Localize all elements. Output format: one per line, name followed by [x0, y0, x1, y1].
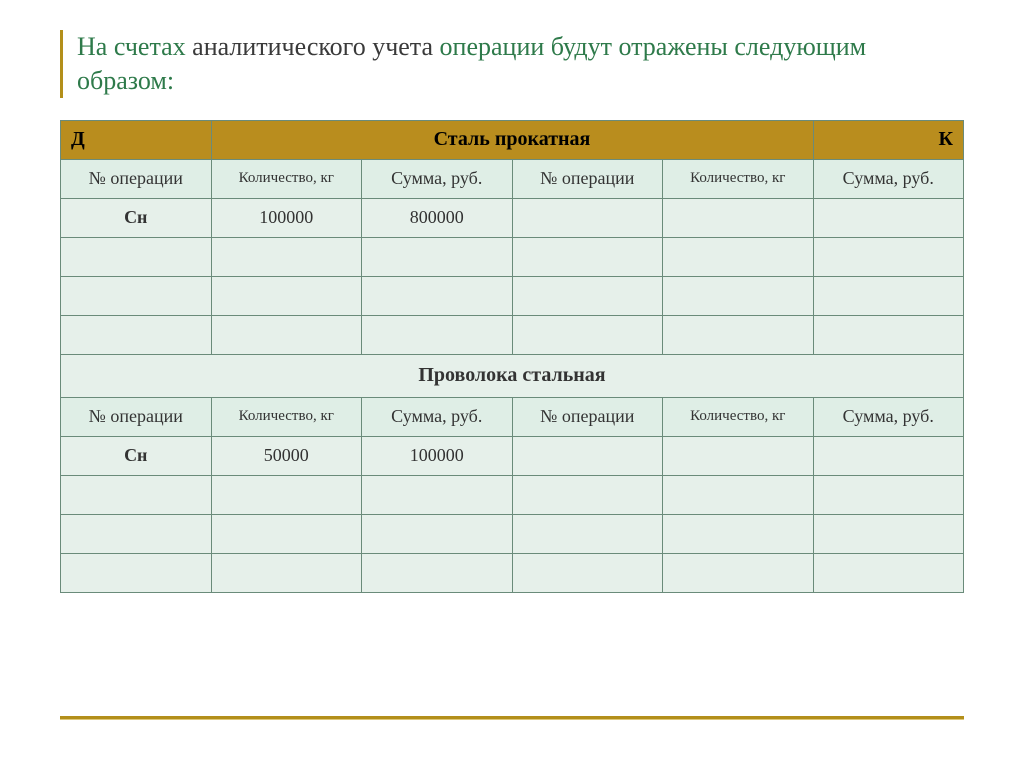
column-header: Количество, кг	[663, 397, 814, 436]
table-row	[61, 475, 964, 514]
table-cell	[663, 237, 814, 276]
table-row	[61, 514, 964, 553]
title-block: На счетах аналитического учета операции …	[60, 30, 964, 98]
table-cell	[362, 276, 513, 315]
slide: На счетах аналитического учета операции …	[0, 0, 1024, 768]
table-row	[61, 276, 964, 315]
debit-label: Д	[61, 120, 212, 159]
column-header: № операции	[512, 159, 663, 198]
table-cell	[61, 553, 212, 592]
column-header-row: № операцииКоличество, кгСумма, руб.№ опе…	[61, 397, 964, 436]
table-cell	[663, 514, 814, 553]
table-cell	[211, 553, 362, 592]
column-header: Сумма, руб.	[362, 159, 513, 198]
table-cell	[512, 315, 663, 354]
table-cell	[663, 475, 814, 514]
table-cell	[512, 514, 663, 553]
table-cell	[362, 475, 513, 514]
table-cell	[663, 553, 814, 592]
table-row: Сн100000800000	[61, 198, 964, 237]
table-cell	[211, 475, 362, 514]
table-cell: 800000	[362, 198, 513, 237]
table-cell	[211, 237, 362, 276]
column-header: Сумма, руб.	[813, 159, 964, 198]
table-cell	[362, 237, 513, 276]
table-cell	[61, 276, 212, 315]
table-cell	[663, 276, 814, 315]
table-cell	[362, 553, 513, 592]
column-header: Количество, кг	[211, 159, 362, 198]
table-cell	[61, 237, 212, 276]
table-cell: Сн	[61, 198, 212, 237]
table-cell	[61, 514, 212, 553]
table-cell: 50000	[211, 436, 362, 475]
table-cell	[512, 276, 663, 315]
table-row	[61, 315, 964, 354]
table-cell	[512, 553, 663, 592]
table-cell	[512, 198, 663, 237]
table-cell	[211, 514, 362, 553]
table-cell: 100000	[211, 198, 362, 237]
ledger-table: ДСталь прокатнаяК№ операцииКоличество, к…	[60, 120, 964, 593]
table-cell	[663, 436, 814, 475]
table-cell	[813, 514, 964, 553]
table-cell	[813, 237, 964, 276]
table-cell	[663, 198, 814, 237]
column-header-row: № операцииКоличество, кгСумма, руб.№ опе…	[61, 159, 964, 198]
account-header-row: ДСталь прокатнаяК	[61, 120, 964, 159]
table-cell	[211, 276, 362, 315]
table-cell	[512, 237, 663, 276]
section-header-row: Проволока стальная	[61, 354, 964, 397]
column-header: Сумма, руб.	[813, 397, 964, 436]
page-title: На счетах аналитического учета операции …	[77, 30, 964, 98]
table-row	[61, 553, 964, 592]
table-cell	[813, 276, 964, 315]
table-cell	[813, 315, 964, 354]
table-cell	[362, 315, 513, 354]
title-fragment: На счетах	[77, 32, 186, 61]
column-header: № операции	[512, 397, 663, 436]
table-cell	[663, 315, 814, 354]
table-cell	[211, 315, 362, 354]
table-cell	[512, 436, 663, 475]
table-cell	[512, 475, 663, 514]
table-cell	[362, 514, 513, 553]
table-row: Сн50000100000	[61, 436, 964, 475]
title-fragment: аналитического учета	[186, 32, 440, 61]
table-cell	[813, 475, 964, 514]
table-cell	[813, 553, 964, 592]
column-header: № операции	[61, 159, 212, 198]
column-header: Количество, кг	[663, 159, 814, 198]
column-header: № операции	[61, 397, 212, 436]
table-cell	[813, 198, 964, 237]
table-cell: Сн	[61, 436, 212, 475]
section-title: Проволока стальная	[61, 354, 964, 397]
table-cell: 100000	[362, 436, 513, 475]
bottom-rule	[60, 716, 964, 720]
table-cell	[813, 436, 964, 475]
column-header: Количество, кг	[211, 397, 362, 436]
credit-label: К	[813, 120, 964, 159]
table-cell	[61, 315, 212, 354]
table-row	[61, 237, 964, 276]
column-header: Сумма, руб.	[362, 397, 513, 436]
table-cell	[61, 475, 212, 514]
account-name: Сталь прокатная	[211, 120, 813, 159]
